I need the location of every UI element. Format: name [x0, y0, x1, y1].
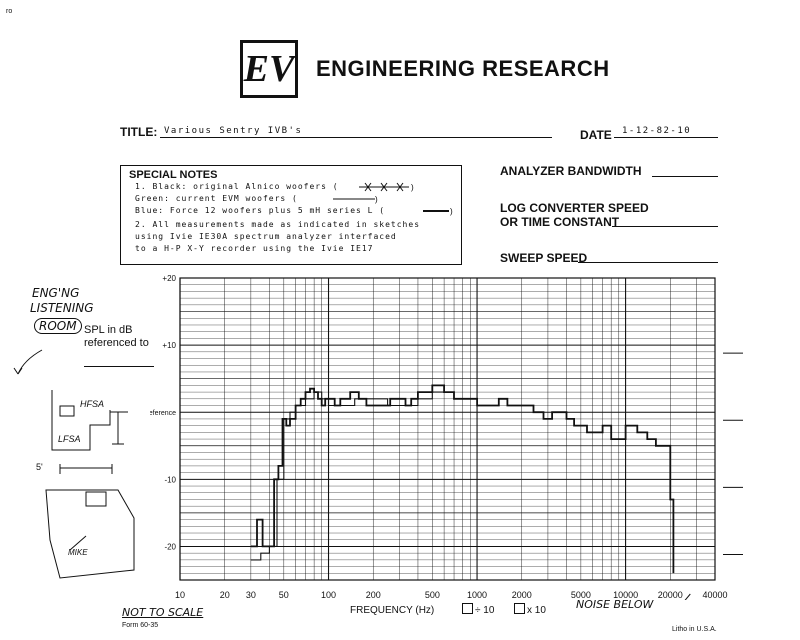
room-sketch: [13, 349, 135, 579]
y-tick-label: -20: [164, 542, 176, 551]
x-tick-label: 40000: [702, 590, 727, 600]
spl-label-2: referenced to: [84, 337, 149, 349]
x-tick-label: 30: [246, 590, 256, 600]
five-ft-label: 5': [36, 462, 43, 472]
special-notes-heading: SPECIAL NOTES: [129, 169, 218, 181]
special-notes-box: SPECIAL NOTES 1. Black: original Alnico …: [120, 165, 462, 265]
mike-label: MIKE: [68, 548, 88, 557]
date-label: DATE: [580, 128, 612, 142]
x-tick-label: 2000: [512, 590, 532, 600]
y-tick-label: +20: [162, 274, 176, 283]
x-tick-label: 50: [279, 590, 289, 600]
y-tick-label: -10: [164, 475, 176, 484]
svg-text:): ): [411, 183, 414, 192]
room-label-2: LISTENING: [30, 301, 94, 315]
svg-text:): ): [375, 195, 378, 204]
form-number: Form 60-35: [122, 622, 159, 629]
frequency-label: FREQUENCY (Hz): [350, 605, 435, 616]
divide-ten-label: ÷ 10: [475, 605, 495, 616]
plot-frame: [179, 277, 716, 581]
x-tick-label: 200: [366, 590, 381, 600]
x-tick-label: 100: [321, 590, 336, 600]
x-tick-label: 20000: [658, 590, 683, 600]
title-value: Various Sentry IVB's: [164, 126, 303, 136]
black-line-sample: ): [359, 182, 414, 192]
title-label: TITLE:: [120, 125, 158, 139]
note-line-6: to a H-P X-Y recorder using the Ivie IE1…: [135, 244, 374, 253]
ev-logo: EV: [240, 40, 298, 98]
green-line-sample: ): [333, 195, 378, 204]
room-label-3: ROOM: [34, 318, 82, 334]
times-ten-checkbox[interactable]: [514, 603, 525, 614]
not-to-scale-note: NOT TO SCALE: [122, 606, 204, 619]
log-converter-label-1: LOG CONVERTER SPEED: [500, 201, 649, 215]
sweep-speed-label: SWEEP SPEED: [500, 251, 588, 265]
litho-note: Litho in U.S.A.: [672, 626, 717, 633]
x-tick-label: 10000: [613, 590, 638, 600]
response-trace-2: [250, 391, 478, 561]
note-line-1: 1. Black: original Alnico woofers (: [135, 182, 339, 191]
y-tick-label: +10: [162, 341, 176, 350]
x-tick-label: 1000: [467, 590, 487, 600]
hfsa-label: HFSA: [80, 399, 105, 409]
noise-below-note: NOISE BELOW: [576, 598, 654, 611]
divide-ten-checkbox[interactable]: [462, 603, 473, 614]
log-converter-label-2: OR TIME CONSTANT: [500, 215, 620, 229]
noise-arrow: [684, 593, 691, 600]
note-line-3: Blue: Force 12 woofers plus 5 mH series …: [135, 206, 386, 215]
date-value: 1-12-82-10: [622, 126, 692, 136]
response-chart: 10 20 30 50 100 200 500 1000 2000 5000 10000 20000 4…: [150, 274, 743, 600]
svg-text:): ): [450, 207, 453, 216]
note-line-4: 2. All measurements made as indicated in…: [135, 220, 421, 229]
blue-line-sample: ): [423, 207, 453, 216]
analyzer-bandwidth-label: ANALYZER BANDWIDTH: [500, 164, 642, 178]
x-tick-label: 10: [175, 590, 185, 600]
lfsa-label: LFSA: [58, 434, 81, 444]
note-line-2: Green: current EVM woofers (: [135, 194, 298, 203]
x-tick-label: 20: [220, 590, 230, 600]
y-tick-label: Reference: [150, 410, 176, 417]
corner-mark: ro: [6, 8, 13, 15]
spl-label-1: SPL in dB: [84, 324, 133, 336]
times-ten-label: x 10: [527, 605, 546, 616]
x-tick-label: 5000: [571, 590, 591, 600]
room-label-1: ENG'NG: [32, 286, 80, 300]
note-line-5: using Ivie IE30A spectrum analyzer inter…: [135, 232, 397, 241]
x-tick-label: 500: [425, 590, 440, 600]
company-title: ENGINEERING RESEARCH: [316, 56, 610, 81]
